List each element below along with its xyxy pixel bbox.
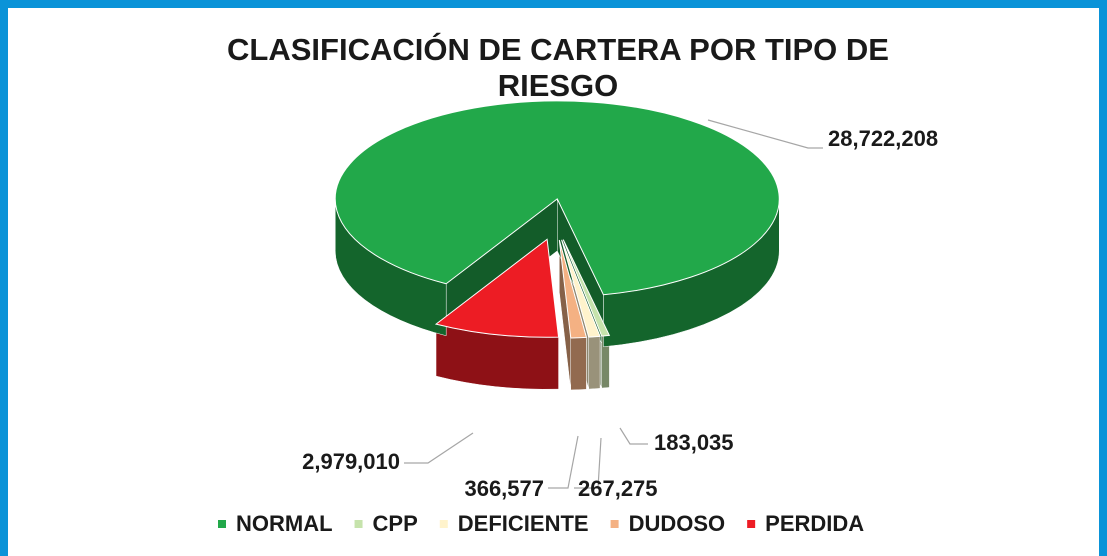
legend-marker <box>610 520 619 528</box>
legend-label: PERDIDA <box>765 511 864 536</box>
leader-line <box>707 119 823 149</box>
slice <box>562 239 611 337</box>
leader-line <box>619 427 648 445</box>
data-label: 267,275 <box>578 476 658 501</box>
legend-marker <box>747 520 756 528</box>
legend-label: DUDOSO <box>629 511 726 536</box>
legend-label: CPP <box>373 511 418 536</box>
slice-side <box>570 337 587 391</box>
slice <box>558 239 588 339</box>
legend-marker <box>439 520 448 528</box>
legend-label: NORMAL <box>236 511 333 536</box>
leader-line <box>574 437 602 489</box>
legend-marker <box>218 520 226 528</box>
slice-side <box>588 336 601 390</box>
legend-label: DEFICIENTE <box>458 511 589 536</box>
chart-title: CLASIFICACIÓN DE CARTERA POR TIPO DE RIE… <box>227 32 889 103</box>
leader-line <box>404 432 474 464</box>
slice <box>334 100 780 296</box>
leader-line <box>548 435 579 489</box>
data-label: 366,577 <box>464 476 544 501</box>
data-label: 183,035 <box>654 430 734 455</box>
legend-marker <box>354 520 363 528</box>
slice <box>561 239 601 338</box>
plot: 28,722,208 183,035 267,275 366,577 2,979,010… <box>218 100 938 536</box>
slice <box>434 238 560 338</box>
data-label: 2,979,010 <box>302 449 400 474</box>
data-label: 28,722,208 <box>828 126 938 151</box>
